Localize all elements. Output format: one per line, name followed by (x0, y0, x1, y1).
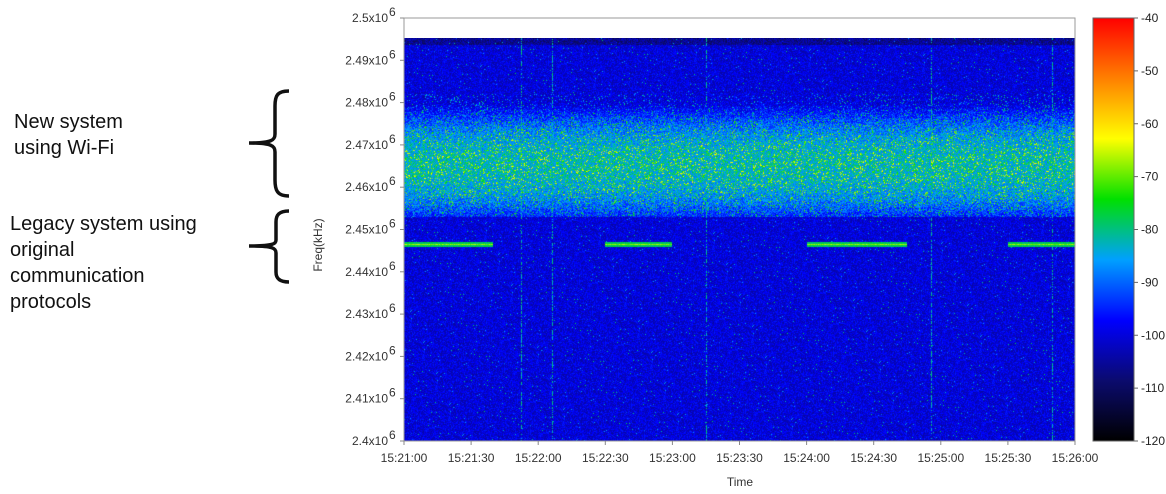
y-tick-label: 2.41x10 (345, 392, 388, 406)
x-tick-label: 15:22:30 (582, 451, 629, 465)
colorbar-tick-label: -120 (1141, 434, 1165, 448)
colorbar-tick-label: -110 (1141, 381, 1164, 395)
colorbar-tick-label: -80 (1141, 223, 1159, 237)
colorbar-tick-label: -70 (1141, 170, 1159, 184)
y-tick-label: 2.43x10 (345, 307, 388, 321)
y-tick-label: 2.42x10 (345, 349, 388, 363)
new-system-annotation: New system using Wi-Fi (14, 111, 123, 159)
y-axis-ticks: 2.4x10 62.41x10 62.42x10 62.43x10 62.44x10 62… (345, 5, 404, 448)
heatmap-canvas (404, 38, 1075, 441)
legacy-system-brace (248, 209, 290, 284)
y-tick-label: 2.47x10 (345, 138, 388, 152)
colorbar-tick-label: -90 (1141, 275, 1159, 289)
colorbar-tick-label: -50 (1141, 64, 1159, 78)
chart-svg: 2.4x10 62.41x10 62.42x10 62.43x10 62.44x10 62… (311, 5, 1165, 489)
x-axis-ticks: 15:21:00 15:21:30 15:22:00 15:22:30 15:23:00… (381, 441, 1099, 465)
x-tick-label: 15:21:30 (448, 451, 495, 465)
y-tick-exponent: 6 (389, 5, 396, 19)
y-tick-label: 2.48x10 (345, 96, 388, 110)
y-tick-exponent: 6 (389, 90, 396, 104)
y-axis-label: Freq(kHz) (311, 218, 325, 271)
spectrogram-chart: 2.4x10 6 2.41x10 6 2.42x10 6 2.43x10 6 2.44x10 6 2… (300, 0, 1166, 494)
x-tick-label: 15:24:30 (850, 451, 897, 465)
colorbar-tick-label: -40 (1141, 11, 1159, 25)
y-tick-exponent: 6 (389, 132, 396, 146)
y-tick-exponent: 6 (389, 217, 396, 231)
x-tick-label: 15:23:00 (649, 451, 696, 465)
y-tick-label: 2.46x10 (345, 180, 388, 194)
heatmap-container (404, 38, 1075, 441)
colorbar-tick-label: -100 (1141, 328, 1165, 342)
x-tick-label: 15:22:00 (515, 451, 562, 465)
y-tick-exponent: 6 (389, 343, 396, 357)
new-system-brace (248, 89, 290, 198)
y-tick-label: 2.45x10 (345, 223, 388, 237)
x-tick-label: 15:24:00 (783, 451, 830, 465)
x-tick-label: 15:25:30 (985, 451, 1032, 465)
y-tick-exponent: 6 (389, 47, 396, 61)
y-tick-label: 2.5x10 (352, 11, 388, 25)
colorbar-ticks: -40 -50 -60 -70 -80 -90 -100 -110 -120 (1134, 11, 1165, 448)
y-tick-exponent: 6 (389, 301, 396, 315)
x-tick-label: 15:21:00 (381, 451, 428, 465)
y-tick-exponent: 6 (389, 259, 396, 273)
y-tick-label: 2.49x10 (345, 53, 388, 67)
y-tick-exponent: 6 (389, 428, 396, 442)
x-tick-label: 15:26:00 (1052, 451, 1099, 465)
x-tick-label: 15:25:00 (917, 451, 964, 465)
y-tick-label: 2.44x10 (345, 265, 388, 279)
y-tick-exponent: 6 (389, 174, 396, 188)
y-tick-exponent: 6 (389, 386, 396, 400)
y-tick-label: 2.4x10 (352, 434, 388, 448)
x-tick-label: 15:23:30 (716, 451, 763, 465)
x-axis-label: Time (727, 475, 754, 489)
colorbar-tick-label: -60 (1141, 117, 1159, 131)
legacy-system-annotation: Legacy system using original communicati… (10, 213, 197, 313)
colorbar (1092, 17, 1135, 442)
